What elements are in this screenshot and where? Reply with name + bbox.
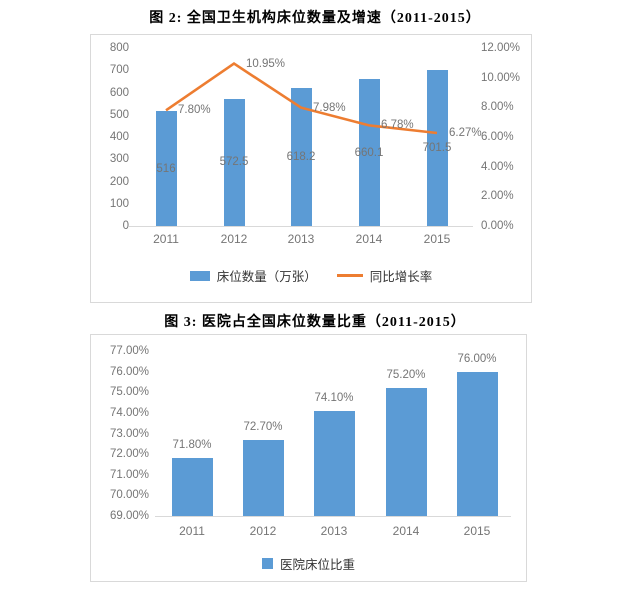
x-axis-line bbox=[129, 226, 473, 227]
bed-count-data-label: 516 bbox=[156, 162, 176, 175]
x-axis-category-label: 2012 bbox=[220, 232, 248, 246]
growth-rate-data-label: 7.98% bbox=[313, 101, 346, 114]
right-axis-tick-label: 10.00% bbox=[481, 71, 521, 84]
legend-bar-label: 床位数量（万张） bbox=[216, 270, 317, 284]
x-axis-category-label: 2015 bbox=[423, 232, 451, 246]
hospital-share-bar bbox=[385, 388, 427, 516]
left-axis-tick-label: 100 bbox=[109, 197, 129, 210]
figure3-legend: 医院床位比重 bbox=[91, 554, 526, 573]
legend-line-swatch bbox=[336, 274, 363, 277]
y-axis-tick-label: 75.00% bbox=[109, 386, 149, 399]
bed-count-bar bbox=[155, 111, 177, 226]
y-axis-tick-label: 73.00% bbox=[109, 427, 149, 440]
growth-rate-data-label: 10.95% bbox=[246, 57, 286, 70]
right-axis-tick-label: 0.00% bbox=[481, 220, 514, 232]
growth-rate-data-label: 6.27% bbox=[449, 126, 482, 139]
legend-line-label: 同比增长率 bbox=[369, 270, 433, 284]
y-axis-tick-label: 74.00% bbox=[109, 406, 149, 419]
hospital-share-bar bbox=[456, 371, 498, 516]
y-axis-tick-label: 69.00% bbox=[109, 510, 149, 522]
bed-count-data-label: 572.5 bbox=[219, 156, 249, 169]
hospital-share-bar bbox=[171, 458, 213, 516]
bed-count-data-label: 701.5 bbox=[422, 141, 452, 154]
hospital-share-data-label: 74.10% bbox=[314, 391, 354, 404]
x-axis-line bbox=[155, 516, 511, 517]
x-axis-category-label: 2012 bbox=[249, 524, 277, 538]
x-axis-category-label: 2013 bbox=[320, 524, 348, 538]
hospital-share-data-label: 72.70% bbox=[243, 420, 283, 433]
figure3-title: 图 3: 医院占全国床位数量比重（2011-2015） bbox=[164, 315, 466, 330]
figure2-title: 图 2: 全国卫生机构床位数量及增速（2011-2015） bbox=[149, 11, 481, 26]
x-axis-category-label: 2013 bbox=[287, 232, 315, 246]
growth-rate-data-label: 6.78% bbox=[381, 119, 414, 132]
right-axis-tick-label: 8.00% bbox=[481, 101, 514, 114]
right-axis-tick-label: 4.00% bbox=[481, 160, 514, 173]
hospital-share-data-label: 75.20% bbox=[386, 369, 426, 382]
x-axis-category-label: 2014 bbox=[355, 232, 383, 246]
hospital-share-bar bbox=[242, 439, 284, 516]
figure2-chart-box: 800 700 600 500 400 300 200 100 0 12.00% 10.00% 8.0… bbox=[90, 34, 532, 303]
bed-count-data-label: 618.2 bbox=[286, 151, 316, 164]
y-axis-tick-label: 71.00% bbox=[109, 468, 149, 481]
figure2-legend: 床位数量（万张） 同比增长率 bbox=[91, 266, 531, 285]
hospital-share-bar bbox=[313, 410, 355, 516]
legend-bar-swatch bbox=[189, 270, 210, 281]
left-axis-tick-label: 800 bbox=[109, 42, 129, 54]
figure3-chart-box: 77.00% 76.00% 75.00% 74.00% 73.00% 72.00% 71.0… bbox=[90, 334, 527, 582]
left-axis-tick-label: 400 bbox=[109, 131, 129, 143]
left-axis-tick-label: 300 bbox=[109, 153, 129, 166]
y-axis-tick-label: 77.00% bbox=[109, 345, 149, 357]
left-axis-tick-label: 600 bbox=[109, 86, 129, 99]
bed-count-data-label: 660.1 bbox=[354, 146, 384, 159]
right-axis-tick-label: 12.00% bbox=[481, 42, 521, 54]
y-axis-tick-label: 72.00% bbox=[109, 448, 149, 461]
left-axis-tick-label: 500 bbox=[109, 108, 129, 121]
x-axis-category-label: 2015 bbox=[463, 524, 491, 538]
x-axis-category-label: 2014 bbox=[392, 524, 420, 538]
x-axis-category-label: 2011 bbox=[179, 524, 205, 538]
left-axis-tick-label: 200 bbox=[109, 175, 129, 188]
left-axis-tick-label: 700 bbox=[109, 64, 129, 77]
x-axis-category-label: 2011 bbox=[153, 232, 179, 246]
right-axis-tick-label: 2.00% bbox=[481, 190, 514, 203]
right-axis-tick-label: 6.00% bbox=[481, 131, 514, 143]
y-axis-tick-label: 76.00% bbox=[109, 365, 149, 378]
hospital-share-data-label: 76.00% bbox=[457, 352, 497, 365]
y-axis-tick-label: 70.00% bbox=[109, 489, 149, 502]
legend-bar-label: 医院床位比重 bbox=[279, 558, 355, 572]
growth-rate-data-label: 7.80% bbox=[178, 104, 211, 117]
legend-bar-swatch bbox=[261, 558, 273, 569]
left-axis-tick-label: 0 bbox=[122, 220, 129, 232]
hospital-share-data-label: 71.80% bbox=[172, 439, 212, 452]
